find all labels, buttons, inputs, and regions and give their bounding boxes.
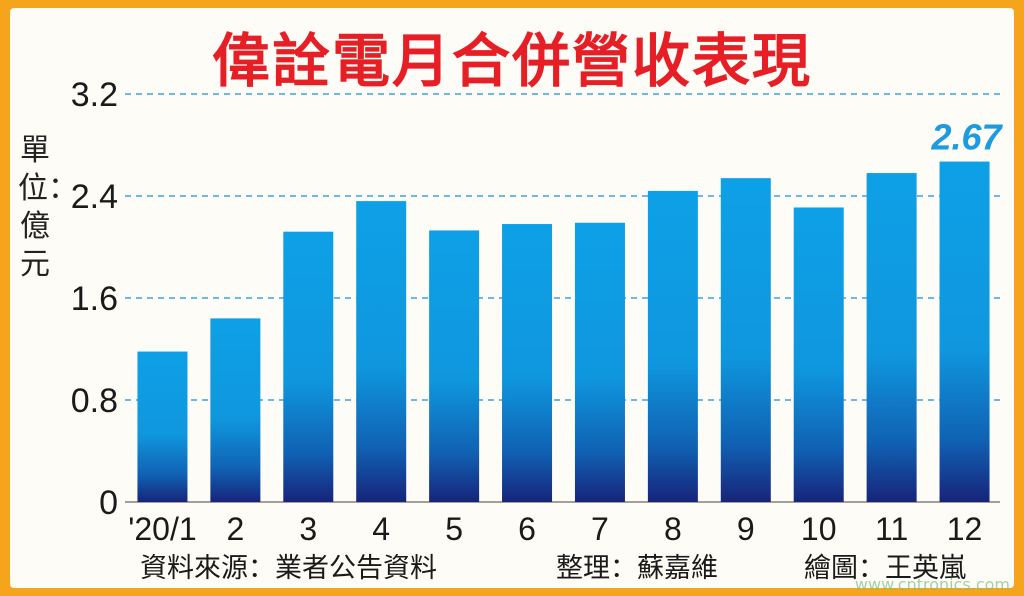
y-tick-label: 2.4 bbox=[71, 178, 118, 216]
x-tick-label: 12 bbox=[947, 511, 983, 547]
x-tick-label: 10 bbox=[801, 511, 837, 547]
x-tick-label: 3 bbox=[299, 511, 317, 547]
bar bbox=[647, 190, 698, 502]
bar bbox=[283, 231, 334, 502]
y-tick-label: 0.8 bbox=[71, 382, 118, 420]
y-tick-label: 3.2 bbox=[71, 76, 118, 114]
bar bbox=[720, 178, 771, 502]
bar bbox=[356, 201, 407, 502]
bar bbox=[210, 318, 261, 502]
bar bbox=[939, 161, 990, 502]
x-tick-label: 4 bbox=[372, 511, 390, 547]
bar bbox=[502, 224, 553, 503]
bar bbox=[793, 207, 844, 502]
x-tick-label: '20/1 bbox=[128, 511, 196, 547]
chart-title: 偉詮電月合併營收表現 bbox=[211, 27, 812, 95]
x-tick-label: 9 bbox=[737, 511, 755, 547]
bar bbox=[574, 222, 625, 502]
x-tick-label: 11 bbox=[875, 511, 908, 547]
source-note: 資料來源：業者公告資料 bbox=[140, 553, 437, 584]
bar bbox=[866, 173, 917, 503]
bar bbox=[429, 230, 480, 503]
illustrator-credit: 繪圖：王英嵐 bbox=[804, 553, 966, 584]
y-tick-label: 1.6 bbox=[71, 280, 118, 318]
y-tick-label: 0 bbox=[99, 484, 118, 522]
x-tick-label: 7 bbox=[591, 511, 609, 547]
x-tick-label: 5 bbox=[445, 511, 463, 547]
data-label: 2.67 bbox=[931, 117, 1004, 158]
watermark: www.cntronics.com bbox=[854, 575, 1010, 594]
x-tick-label: 2 bbox=[226, 511, 244, 547]
x-tick-label: 6 bbox=[518, 511, 536, 547]
x-tick-label: 8 bbox=[664, 511, 682, 547]
bar bbox=[137, 351, 188, 502]
editor-credit: 整理：蘇嘉維 bbox=[556, 553, 718, 584]
